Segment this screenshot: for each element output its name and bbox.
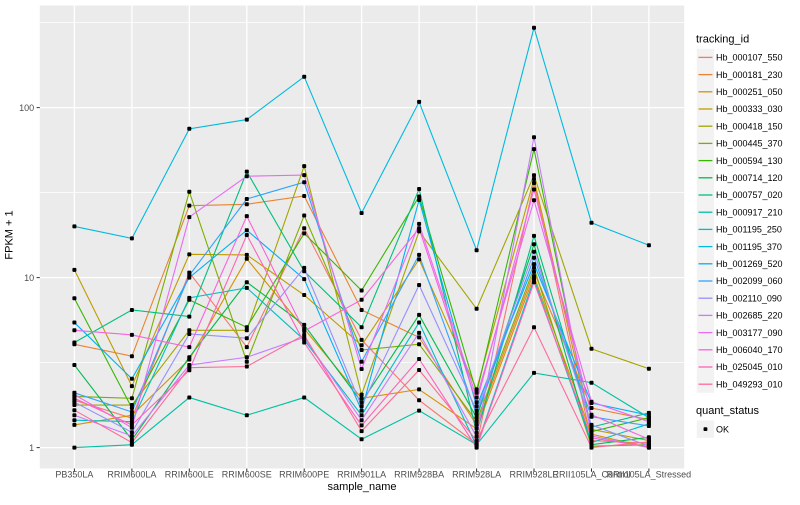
svg-text:RRII105LA_Stressed: RRII105LA_Stressed (607, 469, 692, 479)
svg-text:FPKM + 1: FPKM + 1 (4, 210, 16, 259)
svg-text:Hb_000445_370: Hb_000445_370 (716, 139, 783, 149)
svg-text:quant_status: quant_status (696, 405, 759, 417)
svg-text:OK: OK (716, 424, 729, 434)
svg-text:Hb_049293_010: Hb_049293_010 (716, 379, 783, 389)
svg-text:RRII105LA_Control: RRII105LA_Control (552, 469, 630, 479)
svg-text:Hb_000714_120: Hb_000714_120 (716, 173, 783, 183)
svg-text:100: 100 (19, 103, 34, 113)
svg-text:RRIM901LA: RRIM901LA (337, 469, 386, 479)
svg-text:1: 1 (29, 443, 34, 453)
svg-text:Hb_002685_220: Hb_002685_220 (716, 311, 783, 321)
svg-text:Hb_001195_250: Hb_001195_250 (716, 225, 782, 235)
svg-text:Hb_000917_210: Hb_000917_210 (716, 207, 783, 217)
svg-text:Hb_025045_010: Hb_025045_010 (716, 362, 783, 372)
svg-text:RRIM600LE: RRIM600LE (165, 469, 214, 479)
svg-text:RRIM928BA: RRIM928BA (394, 469, 444, 479)
svg-text:PB350LA: PB350LA (55, 469, 93, 479)
svg-text:Hb_002099_060: Hb_002099_060 (716, 276, 783, 286)
svg-text:Hb_000333_030: Hb_000333_030 (716, 104, 783, 114)
svg-text:Hb_002110_090: Hb_002110_090 (716, 293, 782, 303)
svg-text:Hb_001195_370: Hb_001195_370 (716, 242, 782, 252)
svg-text:Hb_001269_520: Hb_001269_520 (716, 259, 783, 269)
svg-text:Hb_000251_050: Hb_000251_050 (716, 87, 783, 97)
svg-text:Hb_003177_090: Hb_003177_090 (716, 328, 783, 338)
svg-text:Hb_000757_020: Hb_000757_020 (716, 190, 783, 200)
svg-text:sample_name: sample_name (327, 481, 396, 493)
svg-text:RRIM600LA: RRIM600LA (107, 469, 156, 479)
svg-text:RRIM600PE: RRIM600PE (279, 469, 329, 479)
svg-text:Hb_000181_230: Hb_000181_230 (716, 70, 783, 80)
svg-text:Hb_000418_150: Hb_000418_150 (716, 121, 783, 131)
svg-text:RRIM600SE: RRIM600SE (222, 469, 272, 479)
svg-text:Hb_000107_550: Hb_000107_550 (716, 53, 783, 63)
svg-text:RRIM928LE: RRIM928LE (509, 469, 558, 479)
svg-text:Hb_006040_170: Hb_006040_170 (716, 345, 783, 355)
svg-text:10: 10 (24, 273, 34, 283)
svg-text:RRIM928LA: RRIM928LA (452, 469, 501, 479)
svg-text:tracking_id: tracking_id (696, 34, 749, 46)
svg-text:Hb_000594_130: Hb_000594_130 (716, 156, 783, 166)
